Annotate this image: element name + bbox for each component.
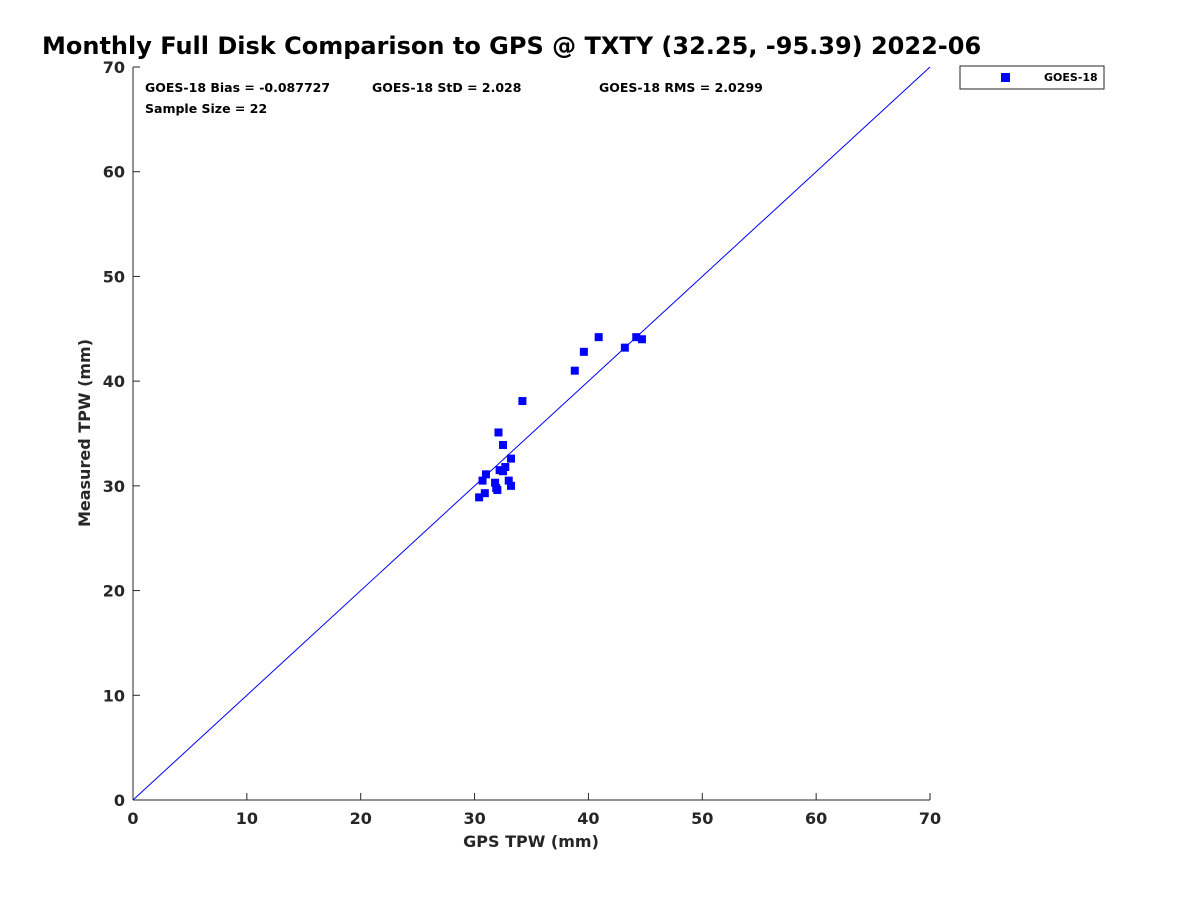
legend: GOES-18: [959, 65, 1105, 90]
plot-area: [132, 67, 930, 801]
data-point: [493, 486, 502, 495]
x-tick-label: 10: [236, 809, 258, 828]
reference-line-group: [132, 66, 931, 801]
data-point: [637, 335, 646, 344]
y-tick-label: 10: [103, 686, 125, 705]
x-tick-label: 20: [350, 809, 372, 828]
chart-title: Monthly Full Disk Comparison to GPS @ TX…: [42, 32, 981, 60]
data-point: [475, 493, 484, 502]
data-point: [507, 454, 516, 463]
data-point: [594, 333, 603, 342]
data-point: [501, 463, 510, 472]
data-point: [481, 470, 490, 479]
data-point: [518, 397, 527, 406]
std-annotation: GOES-18 StD = 2.028: [372, 80, 521, 95]
y-axis-label: Measured TPW (mm): [75, 339, 94, 527]
y-tick-label: 20: [103, 582, 125, 601]
y-tick-label: 60: [103, 163, 125, 182]
rms-annotation: GOES-18 RMS = 2.0299: [599, 80, 763, 95]
data-points: [475, 333, 646, 502]
x-tick-label: 60: [805, 809, 827, 828]
x-ticks: 0 10 20 30 40 50 60 70: [127, 793, 941, 828]
data-point: [494, 428, 503, 437]
data-point: [570, 366, 579, 375]
data-point: [499, 467, 508, 476]
data-point: [507, 481, 516, 490]
x-tick-label: 70: [919, 809, 941, 828]
legend-marker: [1001, 73, 1010, 82]
one-to-one-line: [132, 66, 931, 801]
y-ticks: 0 10 20 30 40 50 60 70: [103, 58, 140, 810]
data-point: [480, 489, 489, 498]
data-point: [478, 476, 487, 485]
data-point: [632, 333, 641, 342]
legend-box: [959, 65, 1105, 90]
x-tick-label: 50: [691, 809, 713, 828]
y-tick-label: 30: [103, 477, 125, 496]
x-tick-label: 40: [577, 809, 599, 828]
y-tick-label: 0: [114, 791, 125, 810]
data-point: [491, 478, 500, 487]
x-axis-label: GPS TPW (mm): [463, 832, 599, 851]
y-tick-label: 50: [103, 267, 125, 286]
data-point: [504, 476, 513, 485]
y-tick-label: 70: [103, 58, 125, 77]
sample-size-annotation: Sample Size = 22: [145, 101, 267, 116]
x-tick-label: 0: [127, 809, 138, 828]
x-tick-label: 30: [463, 809, 485, 828]
y-tick-label: 40: [103, 372, 125, 391]
legend-label: GOES-18: [1044, 71, 1098, 84]
data-point: [620, 343, 629, 352]
data-point: [499, 441, 508, 450]
data-point: [579, 347, 588, 356]
bias-annotation: GOES-18 Bias = -0.087727: [145, 80, 330, 95]
